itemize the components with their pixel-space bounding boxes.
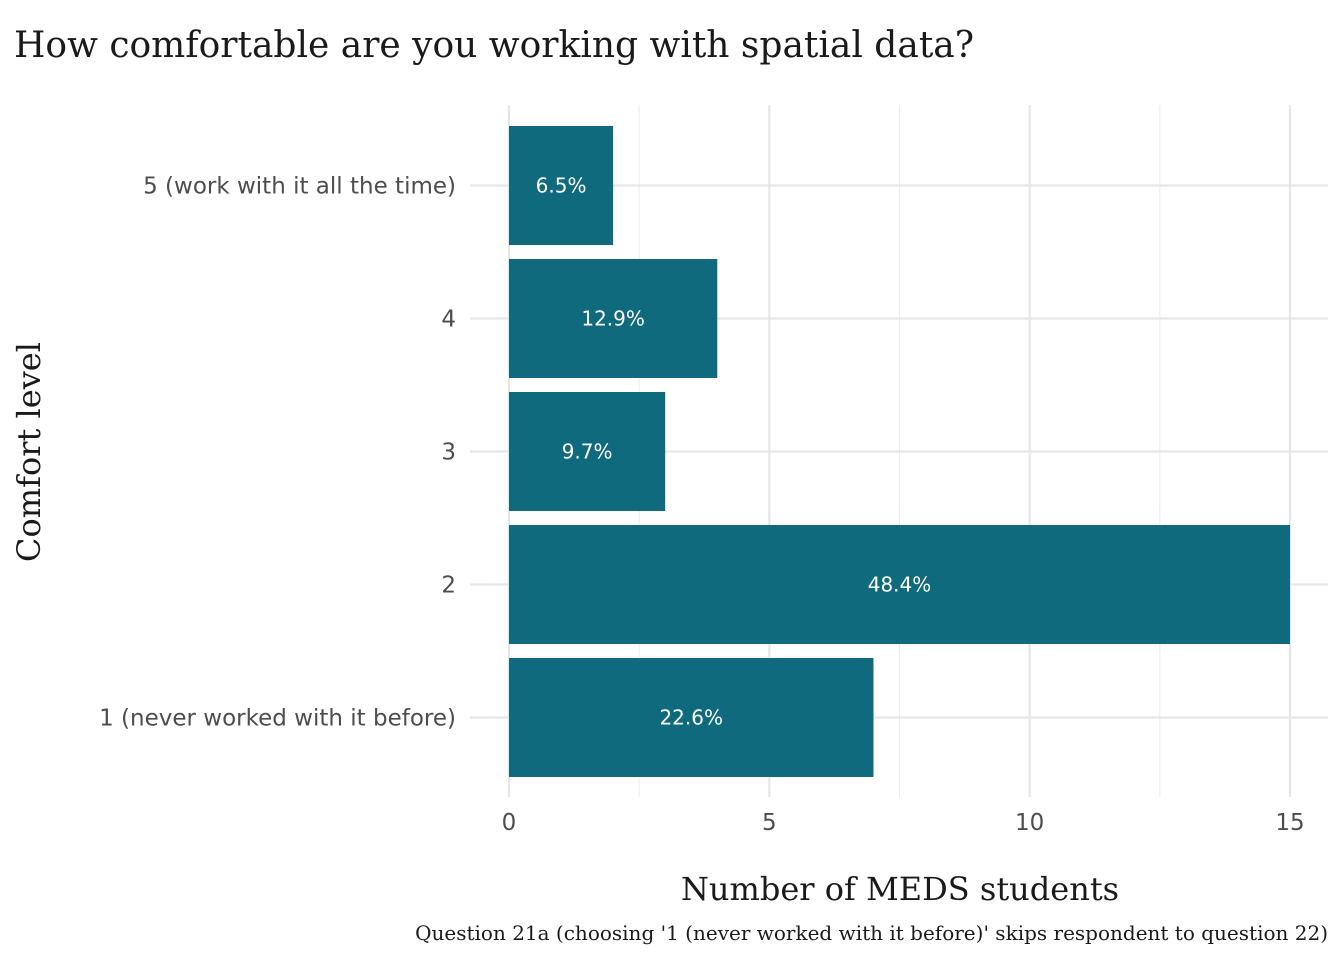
y-axis-title: Comfort level [10, 342, 48, 562]
chart-caption: Question 21a (choosing '1 (never worked … [415, 921, 1328, 945]
bar-value-label: 22.6% [659, 706, 723, 730]
y-tick-label: 1 (never worked with it before) [99, 706, 456, 732]
bar [509, 392, 666, 511]
y-axis-ticks: 1 (never worked with it before) 2 3 4 5 (wor… [99, 174, 456, 732]
bar [509, 525, 1290, 644]
y-tick-label: 4 [441, 307, 456, 333]
y-tick-label: 5 (work with it all the time) [143, 174, 456, 200]
x-tick-label: 10 [1015, 810, 1044, 836]
x-axis-title: Number of MEDS students [681, 870, 1119, 908]
bar-value-label: 48.4% [868, 573, 932, 597]
bar-value-label: 6.5% [536, 174, 587, 198]
bar-value-label: 12.9% [581, 307, 645, 331]
bar [509, 658, 874, 777]
x-tick-label: 0 [502, 810, 517, 836]
bar [509, 259, 718, 378]
y-tick-label: 2 [441, 573, 456, 599]
bar [509, 126, 614, 245]
bar-labels: 22.6% 48.4% 9.7% 12.9% 6.5% [536, 174, 932, 730]
x-tick-label: 5 [762, 810, 777, 836]
y-tick-label: 3 [441, 440, 456, 466]
x-axis-ticks: 0 5 10 15 [502, 810, 1305, 836]
bar-value-label: 9.7% [562, 440, 613, 464]
chart-title: How comfortable are you working with spa… [14, 25, 974, 66]
bars [509, 126, 1290, 777]
x-tick-label: 15 [1275, 810, 1304, 836]
